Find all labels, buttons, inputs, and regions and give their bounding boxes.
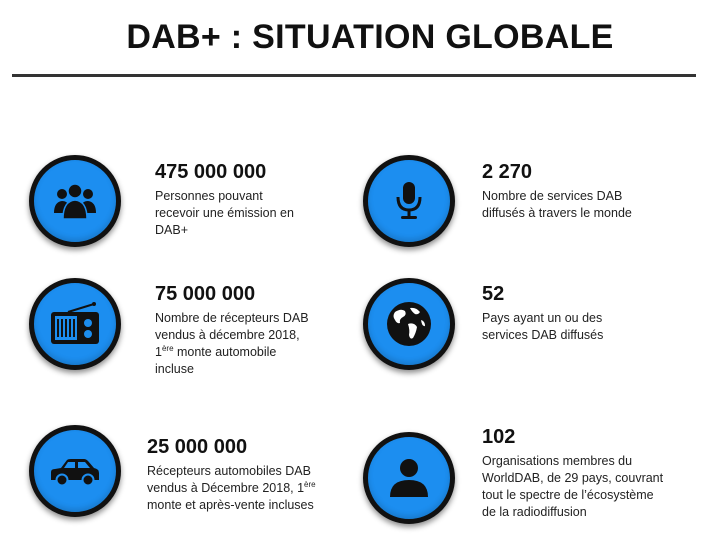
stat-car-receivers: 25 000 000 Récepteurs automobiles DAB ve…	[147, 436, 347, 514]
stat-value: 475 000 000	[155, 161, 267, 183]
stat-description: Récepteurs automobiles DAB vendus à Déce…	[147, 464, 316, 512]
stat-people: 475 000 000 Personnes pouvant recevoir u…	[155, 161, 345, 239]
stat-description: Personnes pouvant recevoir une émission …	[155, 189, 294, 237]
stat-organisations: 102 Organisations membres du WorldDAB, d…	[482, 426, 692, 521]
microphone-icon	[396, 182, 422, 219]
person-icon	[390, 459, 428, 497]
stat-description: Nombre de services DAB diffusés à traver…	[482, 189, 632, 220]
title-divider	[12, 74, 696, 77]
stat-description: Pays ayant un ou des services DAB diffus…	[482, 311, 604, 342]
page-title: DAB+ : SITUATION GLOBALE	[126, 18, 614, 56]
person-icon-circle	[363, 432, 455, 524]
radio-icon	[51, 302, 99, 344]
people-icon	[54, 183, 96, 220]
globe-icon	[387, 302, 431, 346]
stat-services: 2 270 Nombre de services DAB diffusés à …	[482, 161, 672, 222]
people-icon-circle	[29, 155, 121, 247]
stat-value: 75 000 000	[155, 283, 256, 305]
stat-description: Organisations membres du WorldDAB, de 29…	[482, 454, 664, 519]
car-icon	[51, 459, 99, 487]
microphone-icon-circle	[363, 155, 455, 247]
stat-value: 2 270	[482, 161, 533, 183]
globe-icon-circle	[363, 278, 455, 370]
stat-value: 102	[482, 426, 516, 448]
stat-countries: 52 Pays ayant un ou des services DAB dif…	[482, 283, 672, 344]
car-icon-circle	[29, 425, 121, 517]
radio-icon-circle	[29, 278, 121, 370]
stat-value: 52	[482, 283, 505, 305]
stat-value: 25 000 000	[147, 436, 248, 458]
stat-description: Nombre de récepteurs DAB vendus à décemb…	[155, 311, 309, 376]
stat-receivers: 75 000 000 Nombre de récepteurs DAB vend…	[155, 283, 345, 378]
